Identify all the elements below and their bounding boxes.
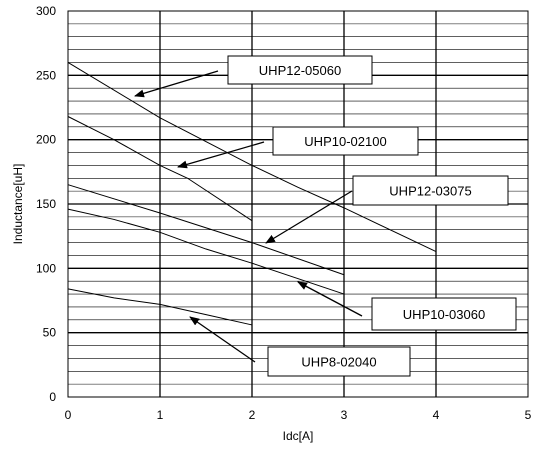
callout-arrow-uhp12-03075 [265, 190, 353, 244]
callout-label-uhp10-03060: UHP10-03060 [403, 307, 485, 322]
x-tick-label: 1 [157, 408, 164, 422]
callout-arrow-uhp8-02040 [189, 316, 256, 363]
callout-box-uhp12-05060 [227, 55, 373, 85]
y-tick-label: 100 [36, 261, 56, 275]
callouts: UHP12-05060 UHP10-02100 UHP12-03075 UHP10-0… [134, 55, 517, 377]
callout-label-uhp12-05060: UHP12-05060 [259, 63, 341, 78]
series-line-uhp12-03075 [67, 184, 345, 276]
callout-arrow-uhp12-05060 [134, 70, 219, 98]
plot-frame [67, 10, 529, 398]
callout-arrow-uhp10-02100 [177, 141, 265, 169]
x-tick-label: 3 [341, 408, 348, 422]
x-tick-labels: 0 1 2 3 4 5 [65, 408, 532, 422]
callout-box-uhp12-03075 [352, 175, 509, 206]
x-tick-label: 5 [525, 408, 532, 422]
callout-box-uhp10-02100 [272, 126, 419, 156]
series-line-uhp8-02040 [67, 288, 253, 326]
x-tick-label: 2 [249, 408, 256, 422]
callout-label-uhp10-02100: UHP10-02100 [304, 134, 386, 149]
callout-label-uhp12-03075: UHP12-03075 [389, 184, 471, 199]
y-tick-labels: 0 50 100 150 200 250 300 [36, 4, 56, 404]
x-tick-label: 0 [65, 408, 72, 422]
y-tick-label: 150 [36, 197, 56, 211]
y-tick-label: 300 [36, 4, 56, 18]
y-tick-label: 200 [36, 133, 56, 147]
callout-arrow-uhp10-03060 [297, 281, 363, 317]
y-tick-label: 250 [36, 68, 56, 82]
callout-box-uhp10-03060 [371, 297, 517, 331]
y-tick-label: 50 [43, 326, 57, 340]
series-line-uhp10-02100 [67, 116, 253, 222]
series-layer [67, 62, 437, 326]
series-line-uhp10-03060 [67, 208, 345, 295]
y-tick-label: 0 [49, 390, 56, 404]
y-axis-label: Inductance[uH] [11, 164, 25, 245]
x-axis-label: Idc[A] [283, 429, 314, 443]
series-line-uhp12-05060 [67, 62, 437, 253]
callout-box-uhp8-02040 [267, 346, 411, 377]
x-tick-label: 4 [433, 408, 440, 422]
callout-label-uhp8-02040: UHP8-02040 [301, 355, 376, 370]
